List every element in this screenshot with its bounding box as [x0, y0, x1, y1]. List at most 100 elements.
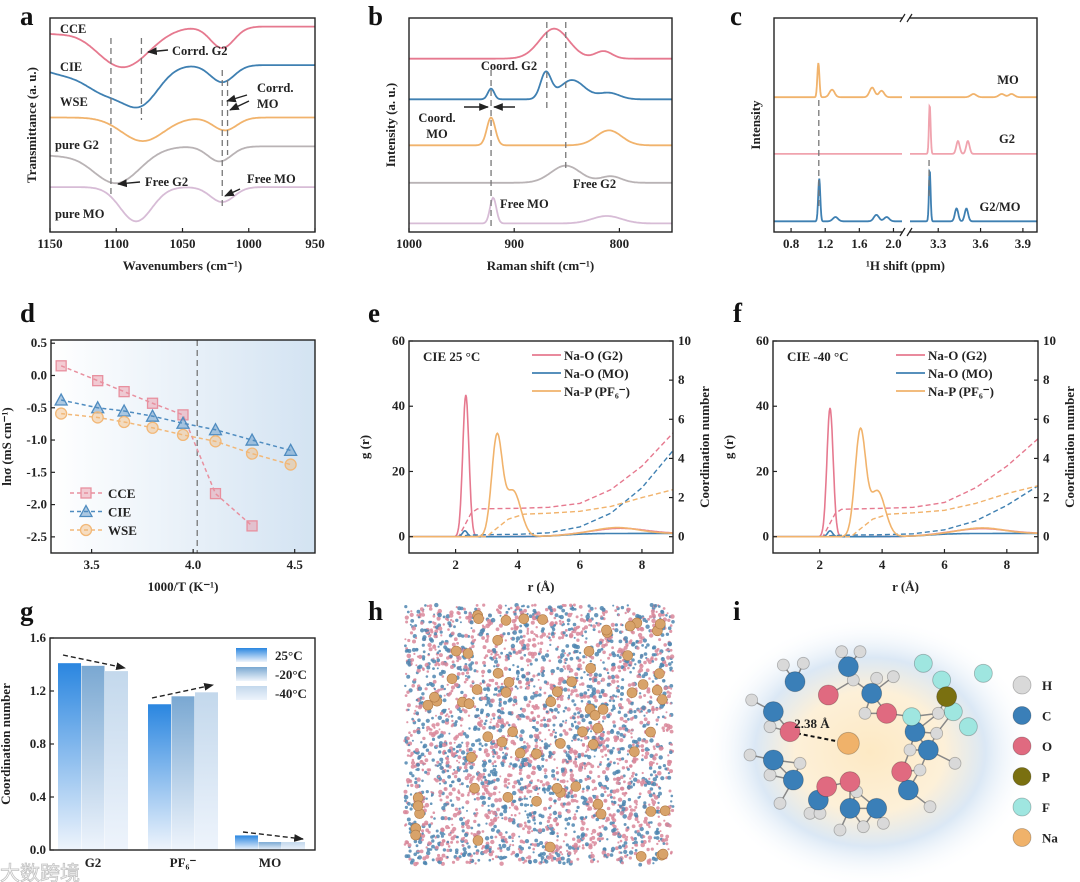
ir-spectrum-pure-mo [50, 186, 315, 223]
x-tick-label: 2.0 [885, 236, 901, 251]
legend-label: H [1042, 678, 1052, 693]
coordination-number-curve [409, 489, 674, 538]
panel-label-f: f [733, 298, 743, 328]
x-tick-label: 2 [817, 557, 824, 572]
x-tick-label: 4.0 [185, 557, 201, 572]
sodium-ion [597, 704, 609, 715]
data-point-wse [91, 411, 104, 424]
atom-h [870, 671, 884, 685]
x-tick-label: 1050 [170, 236, 196, 251]
data-point-cie [175, 415, 191, 429]
x-tick-label: 3.6 [972, 236, 989, 251]
sodium-ion [503, 676, 515, 688]
legend-label: O [1042, 739, 1052, 754]
ir-spectrum-wse [50, 116, 315, 143]
atom-c [861, 682, 883, 704]
atom-p [936, 686, 958, 708]
sodium-ion [624, 620, 636, 632]
annotation-label: Free MO [500, 197, 549, 211]
sodium-ion [592, 798, 604, 810]
sodium-ion [657, 848, 669, 860]
data-point-wse [284, 458, 297, 471]
category-label: G2 [85, 855, 102, 870]
sodium-ion [551, 686, 563, 698]
atom-h [835, 645, 849, 659]
sodium-ion [502, 791, 514, 803]
data-point-cie [208, 422, 223, 436]
sodium-ion [544, 841, 556, 853]
sodium-ion [651, 684, 663, 696]
panel-label-b: b [368, 1, 383, 31]
y-axis-label: Coordination number [0, 683, 13, 805]
atom-h [763, 720, 777, 734]
data-point-cce [246, 520, 258, 532]
sodium-ion [473, 613, 484, 625]
annotation-label: Corrd. [257, 81, 293, 95]
x-tick-label: 8 [1004, 557, 1011, 572]
sodium-ion [654, 668, 665, 679]
x-tick-label: 950 [305, 236, 325, 251]
atom-c [839, 797, 861, 819]
panel-label-i: i [733, 596, 741, 626]
y2-tick-label: 4 [1043, 450, 1050, 465]
data-point-wse [146, 421, 159, 434]
data-point-cce [209, 487, 222, 500]
atom-h [903, 743, 917, 757]
atom-h [763, 768, 777, 782]
legend-atom-h-icon [1012, 675, 1032, 695]
annotation-arrow [224, 188, 241, 197]
series-label: WSE [60, 95, 88, 109]
y-tick-label: 1.6 [30, 630, 47, 645]
ir-spectrum-cie [49, 64, 315, 109]
atom-f [902, 707, 922, 727]
ir-spectrum-cce [49, 25, 315, 69]
panel-d-axes-frame [50, 339, 316, 554]
x-tick-label: 1.2 [817, 236, 833, 251]
sodium-ion [482, 731, 494, 743]
data-point-cie [244, 432, 260, 446]
y2-tick-label: 0 [678, 529, 685, 544]
coordination-number-curve [773, 485, 1039, 538]
sodium-ion [429, 691, 440, 703]
y-tick-label: 0.4 [30, 789, 47, 804]
atom-c [917, 739, 939, 761]
series-line-cce [60, 365, 253, 527]
x-tick-label: 3.9 [1015, 236, 1032, 251]
atom-h [858, 706, 872, 720]
watermark: 大数跨境 [0, 861, 80, 882]
y2-tick-label: 10 [1043, 333, 1056, 348]
sodium-ion [659, 805, 671, 817]
atom-o [779, 721, 801, 743]
legend-marker [79, 523, 93, 537]
panel-f-axes-frame [772, 340, 1039, 554]
sodium-ion [463, 698, 475, 710]
y2-tick-label: 6 [1043, 411, 1050, 426]
coordination-number-curve [409, 432, 674, 538]
sodium-ion [446, 673, 458, 685]
atom-h [876, 816, 890, 830]
sodium-ion [492, 634, 504, 646]
legend-marker [80, 487, 92, 499]
sodium-ion [537, 614, 549, 625]
panel-label-h: h [368, 596, 383, 626]
sodium-ion [472, 835, 484, 846]
y2-tick-label: 4 [678, 450, 685, 465]
y-tick-label: 20 [756, 463, 769, 478]
annotation-label: MO [257, 97, 279, 111]
atom-h [833, 823, 847, 837]
legend-marker [78, 504, 94, 518]
y2-tick-label: 10 [678, 333, 691, 348]
x-tick-label: 6 [577, 557, 584, 572]
x-axis-label: Wavenumbers (cm⁻¹) [123, 258, 242, 273]
atom-c [837, 656, 859, 678]
data-point-cce [177, 409, 189, 421]
coordination-number-curve [773, 438, 1039, 538]
sodium-ion [545, 696, 557, 708]
annotation-arrow [147, 47, 169, 56]
sodium-ion [466, 751, 477, 763]
axis-break-mark [899, 227, 906, 237]
data-point-cce [92, 375, 104, 387]
axis-break-mark [906, 227, 913, 237]
sodium-ion [656, 694, 668, 705]
